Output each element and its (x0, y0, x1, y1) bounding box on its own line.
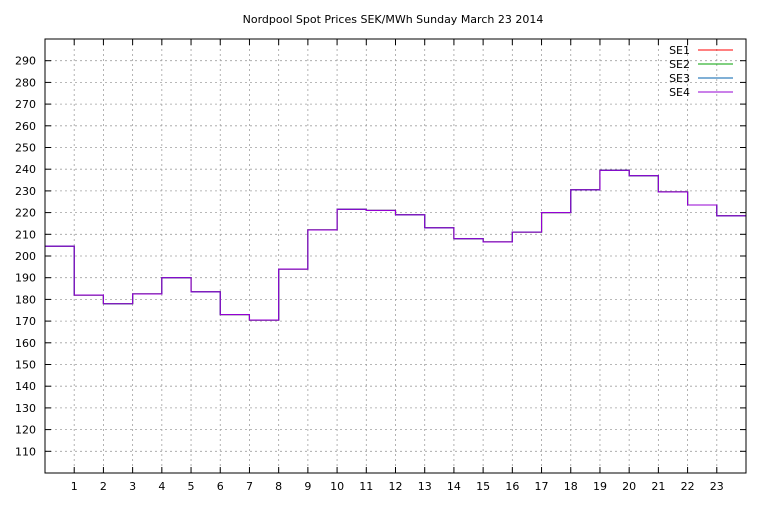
y-tick-label: 140 (15, 380, 36, 393)
x-tick-label: 19 (593, 480, 607, 493)
y-tick-label: 230 (15, 185, 36, 198)
axes: 1101201301401501601701801902002102202302… (15, 39, 746, 493)
y-tick-label: 240 (15, 163, 36, 176)
y-tick-label: 150 (15, 359, 36, 372)
x-tick-label: 18 (564, 480, 578, 493)
x-tick-label: 3 (129, 480, 136, 493)
legend-label-se1: SE1 (669, 44, 690, 57)
legend-label-se2: SE2 (669, 58, 690, 71)
y-tick-label: 220 (15, 207, 36, 220)
legend-label-se4: SE4 (669, 86, 690, 99)
x-tick-label: 9 (304, 480, 311, 493)
x-tick-label: 23 (710, 480, 724, 493)
series-group (45, 169, 746, 321)
y-tick-label: 260 (15, 120, 36, 133)
y-tick-label: 180 (15, 293, 36, 306)
y-tick-label: 110 (15, 445, 36, 458)
y-tick-label: 280 (15, 76, 36, 89)
y-tick-label: 270 (15, 98, 36, 111)
x-tick-label: 22 (681, 480, 695, 493)
x-tick-label: 17 (535, 480, 549, 493)
x-tick-label: 11 (359, 480, 373, 493)
x-tick-label: 5 (188, 480, 195, 493)
x-tick-label: 6 (217, 480, 224, 493)
x-tick-label: 12 (389, 480, 403, 493)
chart-title: Nordpool Spot Prices SEK/MWh Sunday Marc… (243, 13, 544, 26)
x-tick-label: 15 (476, 480, 490, 493)
x-tick-label: 14 (447, 480, 461, 493)
x-tick-label: 13 (418, 480, 432, 493)
y-tick-label: 250 (15, 142, 36, 155)
y-tick-label: 200 (15, 250, 36, 263)
y-tick-label: 290 (15, 55, 36, 68)
x-tick-label: 4 (158, 480, 165, 493)
y-tick-label: 170 (15, 315, 36, 328)
y-tick-label: 120 (15, 424, 36, 437)
y-tick-label: 130 (15, 402, 36, 415)
grid (45, 39, 746, 473)
x-tick-label: 20 (622, 480, 636, 493)
x-tick-label: 21 (651, 480, 665, 493)
y-tick-label: 190 (15, 272, 36, 285)
x-tick-label: 16 (505, 480, 519, 493)
y-tick-label: 160 (15, 337, 36, 350)
x-tick-label: 8 (275, 480, 282, 493)
y-tick-label: 210 (15, 228, 36, 241)
x-tick-label: 10 (330, 480, 344, 493)
series-line-se4 (45, 169, 746, 321)
x-tick-label: 2 (100, 480, 107, 493)
legend-label-se3: SE3 (669, 72, 690, 85)
x-tick-label: 1 (71, 480, 78, 493)
x-tick-label: 7 (246, 480, 253, 493)
plot-frame (44, 38, 747, 474)
